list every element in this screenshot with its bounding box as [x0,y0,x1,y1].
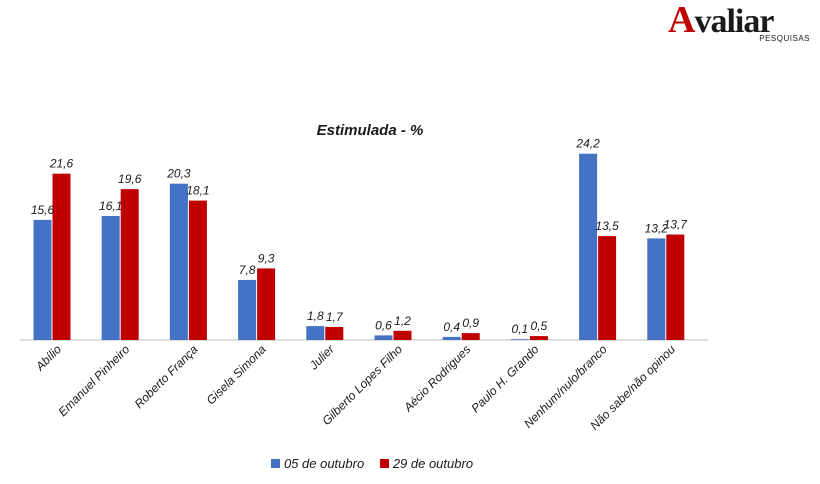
legend: 05 de outubro 29 de outubro [0,456,744,471]
bar-1-4 [306,326,325,340]
data-label-1-1: 16,1 [99,199,122,213]
category-label-7: Paulo H. Grando [468,342,541,415]
value-labels-group: 15,621,616,119,6 20,318,17,89,31,8 1,70,6 1… [31,137,688,337]
data-label-1-5: 0,6 [375,318,392,332]
legend-label-series-2: 29 de outubro [392,456,474,471]
bars-group [33,153,685,341]
bar-1-6 [442,336,461,340]
bar-1-1 [101,216,120,340]
data-label-2-0: 21,6 [49,157,74,171]
data-label-2-6: 0,9 [462,316,479,330]
data-label-2-4: 1,7 [326,310,344,324]
bar-1-5 [374,335,393,340]
data-label-2-3: 9,3 [258,251,275,265]
bar-1-0 [33,219,52,340]
bar-2-6 [461,333,480,340]
data-label-1-2: 20,3 [166,167,191,181]
data-label-1-8: 24,2 [575,137,600,151]
bar-2-0 [52,173,71,340]
bar-1-3 [238,279,257,340]
avaliar-logo: Avaliar PESQUISAS [668,0,816,48]
data-label-1-3: 7,8 [239,263,256,277]
legend-label-series-1: 05 de outubro [283,456,365,471]
data-label-1-4: 1,8 [307,309,324,323]
data-label-2-1: 19,6 [118,172,142,186]
category-label-6: Aécio Rodrigues [400,342,473,415]
logo-wordmark: Avaliar [668,0,774,41]
data-label-2-7: 0,5 [531,319,548,333]
bar-2-3 [257,268,276,340]
bar-2-5 [393,330,412,340]
bar-2-7 [529,336,548,340]
data-label-2-9: 13,7 [664,218,689,232]
data-label-1-0: 15,6 [31,203,55,217]
category-label-4: Julier [306,342,338,374]
legend-swatch-series-2 [379,459,389,468]
legend-item-series-2: 29 de outubro [379,456,474,471]
bar-2-2 [188,200,207,340]
bar-1-8 [579,153,598,340]
bar-1-9 [647,238,666,340]
bar-2-1 [120,189,139,340]
logo-subtitle: PESQUISAS [759,34,810,43]
data-label-2-2: 18,1 [186,184,209,198]
bar-1-2 [169,183,188,340]
bar-2-4 [325,326,344,340]
category-label-0: Abílio [32,342,64,374]
data-label-1-6: 0,4 [443,320,460,334]
legend-item-series-1: 05 de outubro [270,456,365,471]
bar-2-9 [666,234,685,340]
bar-1-7 [510,339,529,340]
category-label-3: Gisela Simona [204,342,269,407]
category-label-2: Roberto França [132,342,201,411]
data-label-1-7: 0,1 [512,322,529,336]
data-label-1-9: 13,2 [645,221,669,235]
data-label-2-5: 1,2 [394,314,411,328]
data-label-2-8: 13,5 [595,219,619,233]
chart-title: Estimulada - % [317,122,424,139]
category-label-1: Emanuel Pinheiro [55,342,132,419]
bar-2-8 [598,236,617,341]
legend-swatch-series-1 [270,459,280,468]
